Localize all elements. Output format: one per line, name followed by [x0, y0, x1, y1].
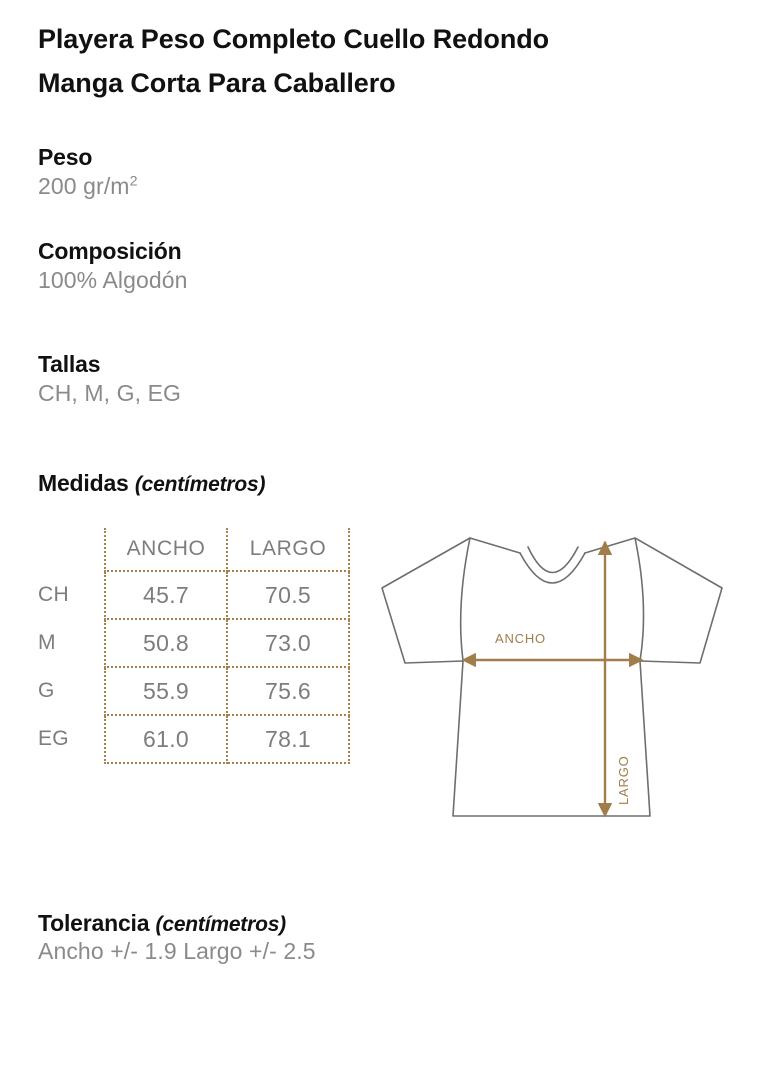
cell-m-ancho: 50.8	[104, 619, 228, 668]
medidas-heading-label: Medidas	[38, 470, 129, 496]
cell-m-largo: 73.0	[227, 619, 350, 668]
size-chart-table: ANCHO LARGO CH 45.7 70.5 M 50.8 73.0 G 5…	[38, 528, 350, 764]
tshirt-body-path	[381, 537, 723, 817]
spec-composicion-value: 100% Algodón	[38, 266, 188, 293]
neckline-outer	[519, 552, 586, 584]
tolerancia-unit-note: (centímetros)	[155, 913, 287, 936]
spec-tallas-label: Tallas	[38, 351, 101, 377]
table-header-row: ANCHO LARGO	[38, 528, 350, 572]
spec-peso-label: Peso	[38, 144, 93, 170]
medidas-heading: Medidas (centímetros)	[38, 470, 265, 497]
medidas-unit-note: (centímetros)	[134, 473, 266, 496]
spec-peso-value: 200 gr/m2	[38, 172, 438, 202]
left-armhole-seam	[459, 537, 471, 662]
spec-peso-value-superscript: 2	[129, 173, 138, 190]
tolerancia-heading: Tolerancia (centímetros)	[38, 910, 438, 937]
tolerancia-value: Ancho +/- 1.9 Largo +/- 2.5	[38, 938, 316, 964]
tshirt-diagram-svg: ANCHO LARGO	[381, 537, 723, 818]
row-label-ch: CH	[38, 583, 69, 606]
cell-g-largo: 75.6	[227, 667, 350, 716]
ancho-dimension-label: ANCHO	[495, 631, 546, 646]
spec-tolerancia: Tolerancia (centímetros) Ancho +/- 1.9 L…	[38, 910, 438, 967]
table-row: EG 61.0 78.1	[38, 715, 350, 764]
largo-dimension-label: LARGO	[616, 755, 631, 805]
page-title-line-1: Playera Peso Completo Cuello Redondo	[38, 24, 549, 54]
row-label-g: G	[38, 679, 55, 702]
table-row: M 50.8 73.0	[38, 619, 350, 668]
cell-ch-ancho: 45.7	[104, 571, 228, 620]
page-title: Playera Peso Completo Cuello Redondo Man…	[38, 18, 738, 105]
tolerancia-heading-label: Tolerancia	[38, 910, 150, 936]
spec-composicion-label: Composición	[38, 238, 182, 264]
cell-eg-largo: 78.1	[227, 715, 350, 764]
tshirt-diagram: ANCHO LARGO	[370, 520, 750, 890]
table-row: G 55.9 75.6	[38, 667, 350, 716]
right-armhole-seam	[634, 537, 645, 662]
column-header-largo: LARGO	[227, 528, 350, 572]
cell-ch-largo: 70.5	[227, 571, 350, 620]
row-label-m: M	[38, 631, 56, 654]
tshirt-outline	[381, 537, 723, 817]
table-corner-cell	[38, 528, 105, 571]
spec-tallas: Tallas CH, M, G, EG	[38, 350, 438, 409]
cell-eg-ancho: 61.0	[104, 715, 228, 764]
spec-peso: Peso 200 gr/m2	[38, 143, 438, 202]
row-label-eg: EG	[38, 727, 69, 750]
spec-peso-value-number: 200 gr/m	[38, 172, 130, 199]
cell-g-ancho: 55.9	[104, 667, 228, 716]
column-header-ancho: ANCHO	[104, 528, 228, 572]
neckline-inner	[527, 546, 579, 574]
page-title-line-2: Manga Corta Para Caballero	[38, 67, 396, 98]
table-row: CH 45.7 70.5	[38, 571, 350, 620]
spec-tallas-value: CH, M, G, EG	[38, 379, 182, 406]
spec-composicion: Composición 100% Algodón	[38, 237, 438, 296]
